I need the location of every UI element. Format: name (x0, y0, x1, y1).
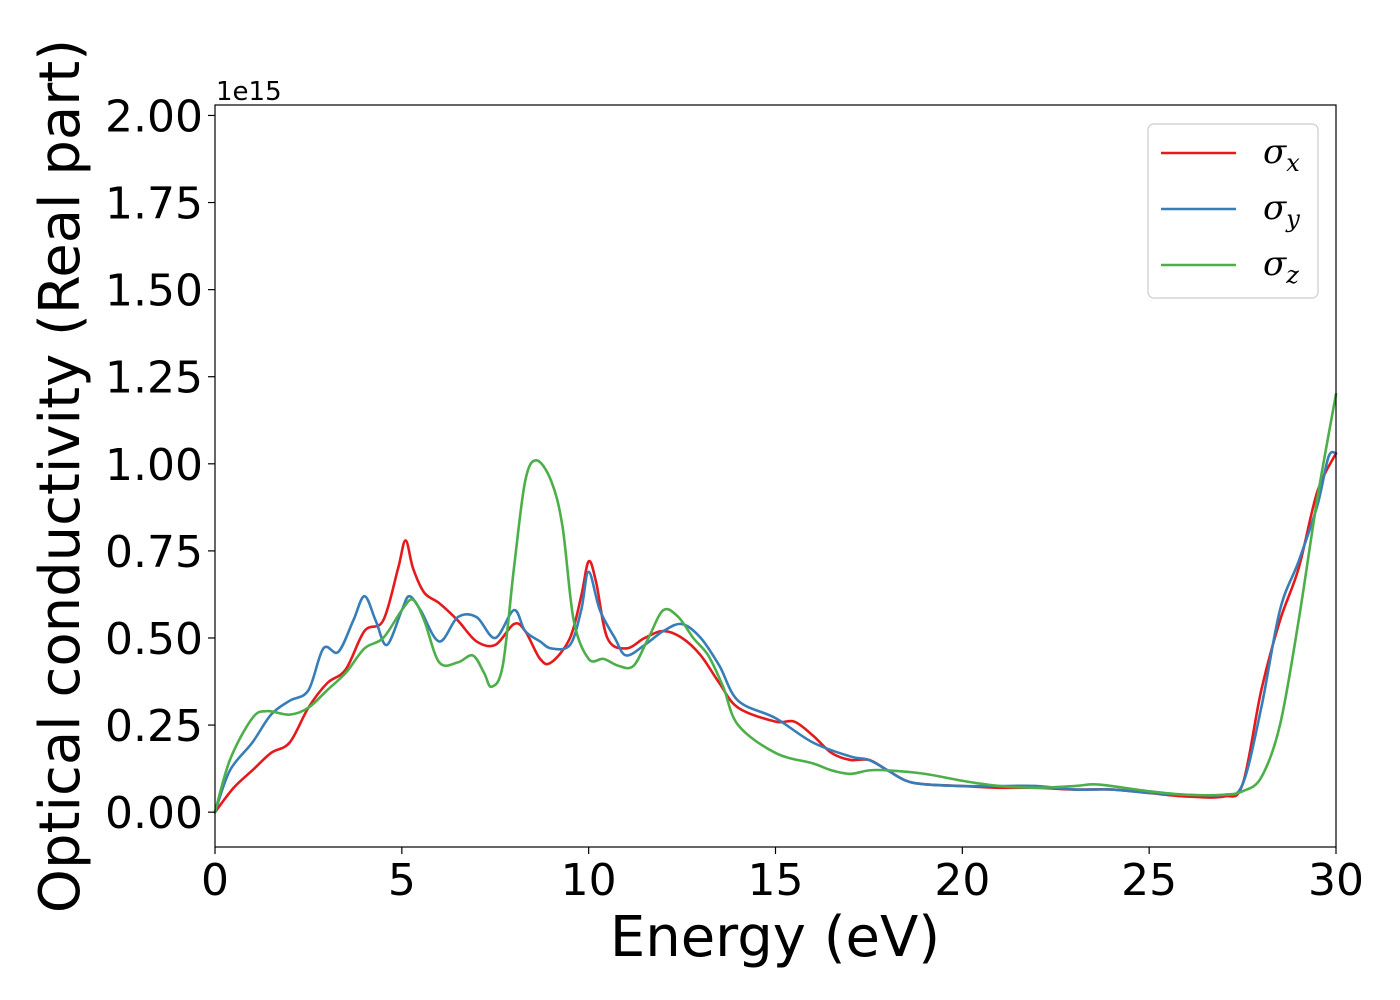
y-tick-label: 1.25 (105, 353, 203, 404)
y-tick-label: 0.75 (105, 527, 203, 578)
y-tick-label: 2.00 (105, 91, 203, 142)
x-axis-label: Energy (eV) (610, 905, 940, 970)
y-tick-label: 0.25 (105, 701, 203, 752)
x-tick-label: 25 (1121, 855, 1177, 906)
legend-label-x: σx (1263, 132, 1300, 177)
series-line-z (213, 392, 1338, 814)
y-ticks: 0.00 0.25 0.50 0.75 1.00 1.25 1.50 1.75 2.00 (105, 91, 215, 839)
y-tick-label: 1.75 (105, 179, 203, 230)
y-tick-label: 0.50 (105, 614, 203, 665)
x-tick-label: 15 (748, 855, 804, 906)
y-tick-label: 1.00 (105, 440, 203, 491)
x-tick-label: 10 (561, 855, 617, 906)
x-tick-label: 20 (934, 855, 990, 906)
legend-box (1147, 123, 1319, 299)
series-layer (213, 392, 1338, 814)
y-axis-label: Optical conductivity (Real part) (28, 39, 93, 913)
legend-items: σx σy σz (1161, 132, 1300, 289)
legend: σx σy σz (1147, 123, 1319, 299)
x-tick-label: 5 (388, 855, 416, 906)
x-tick-label: 30 (1308, 855, 1364, 906)
x-ticks: 0 5 10 15 20 25 30 (201, 847, 1364, 906)
x-tick-label: 0 (201, 855, 229, 906)
y-offset-text: 1e15 (216, 77, 282, 107)
legend-label-z: σz (1263, 244, 1299, 289)
series-line-y (213, 450, 1338, 814)
y-tick-label: 1.50 (105, 266, 203, 317)
legend-label-y: σy (1263, 188, 1300, 233)
y-tick-label: 0.00 (105, 788, 203, 839)
